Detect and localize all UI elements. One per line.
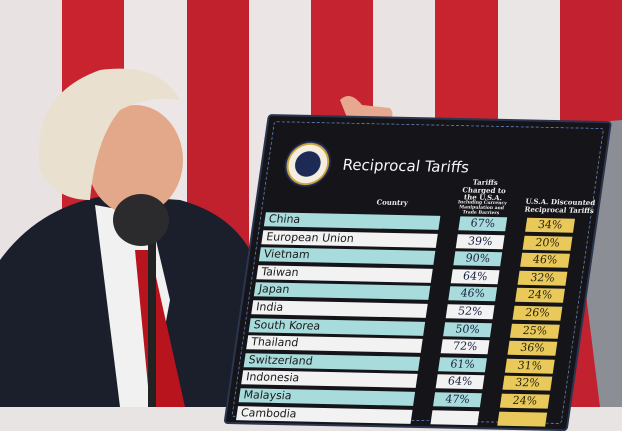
discounted-cell: 32% — [517, 270, 568, 286]
header-charged-note: Including Currency Manipulation and Trad… — [457, 200, 508, 217]
header-discounted: U.S.A. Discounted Reciprocal Tariffs — [524, 196, 596, 215]
header-charged-title: Tariffs Charged to the U.S.A. — [461, 177, 507, 203]
header-charged: Tariffs Charged to the U.S.A. Including … — [455, 177, 510, 217]
charged-cell: 90% — [453, 251, 503, 267]
discounted-cell: 24% — [515, 288, 565, 304]
discounted-cell: 34% — [525, 217, 576, 233]
header-country: Country — [376, 197, 409, 208]
board-title: Reciprocal Tariffs — [341, 155, 471, 177]
country-cell: Cambodia — [236, 405, 413, 424]
charged-cell: 61% — [438, 357, 487, 373]
charged-cell: 64% — [435, 374, 485, 390]
discounted-cell: 32% — [502, 376, 553, 392]
charged-cell: 67% — [458, 216, 508, 232]
discounted-cell: 25% — [509, 323, 560, 339]
charged-cell: 64% — [450, 269, 500, 285]
discounted-cell — [497, 411, 548, 427]
charged-cell: 52% — [445, 304, 495, 320]
charged-cell: 39% — [455, 233, 505, 249]
discounted-cell: 26% — [512, 305, 563, 321]
charged-cell — [430, 409, 480, 425]
charged-cell: 47% — [433, 392, 482, 408]
discounted-cell: 36% — [507, 340, 558, 356]
discounted-cell: 20% — [522, 235, 573, 251]
discounted-cell: 46% — [520, 252, 570, 268]
tariff-board: Reciprocal Tariffs Country Tariffs Charg… — [223, 114, 613, 431]
charged-cell: 46% — [448, 286, 498, 302]
charged-cell: 72% — [440, 339, 490, 355]
charged-cell: 50% — [443, 321, 493, 337]
discounted-cell: 31% — [504, 358, 555, 374]
discounted-cell: 24% — [499, 393, 550, 409]
